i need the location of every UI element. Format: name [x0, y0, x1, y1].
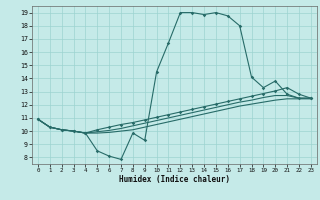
X-axis label: Humidex (Indice chaleur): Humidex (Indice chaleur) — [119, 175, 230, 184]
